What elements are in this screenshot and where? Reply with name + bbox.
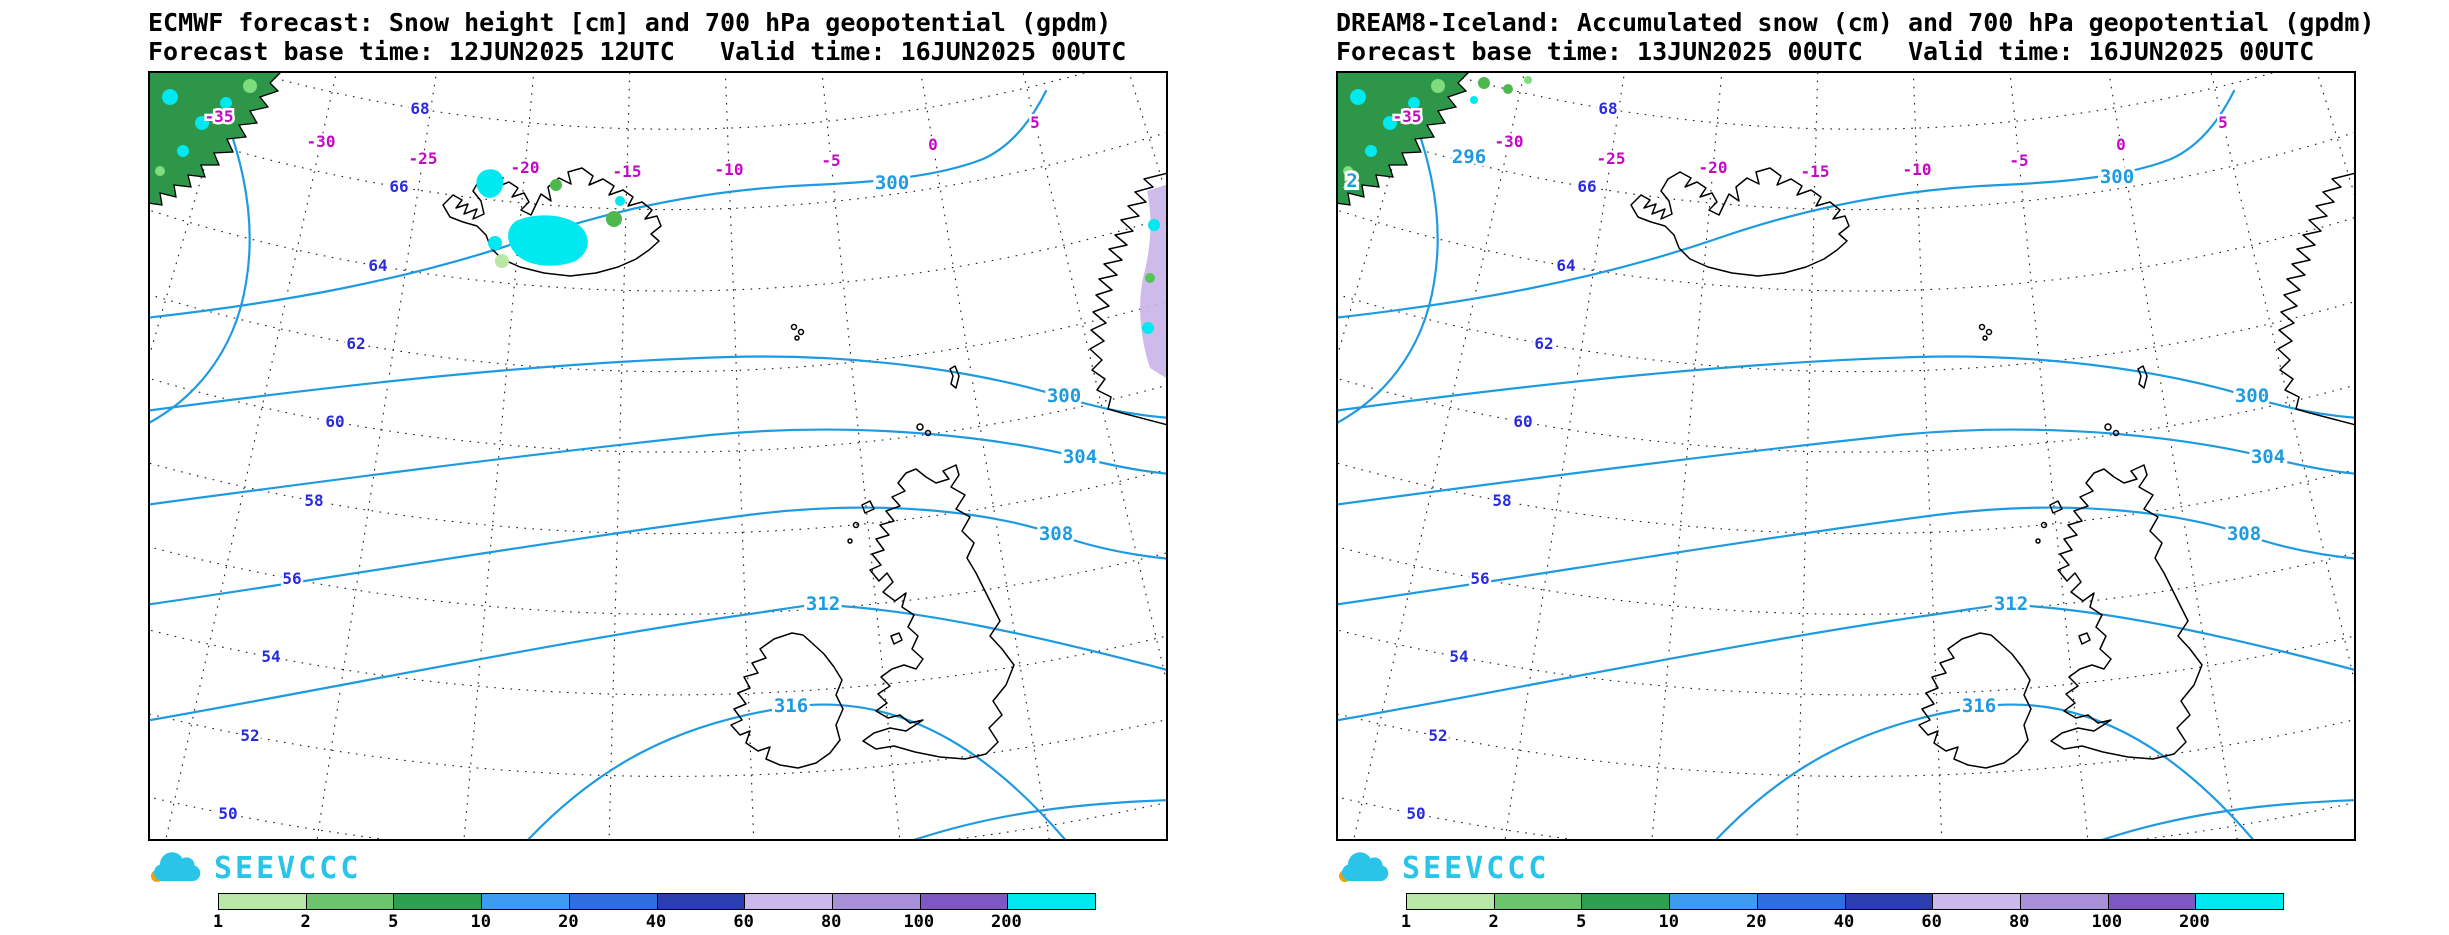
contour-label: 316 <box>1962 695 1996 717</box>
snow-patch <box>615 196 625 206</box>
contour-label: 2 <box>1346 170 1357 192</box>
snow-patch <box>550 179 562 191</box>
colorbar-segment <box>1582 894 1671 909</box>
colorbar-segment <box>306 894 395 909</box>
colorbar-tick-label: 5 <box>1576 912 1587 932</box>
snow-patch <box>495 254 509 268</box>
contour-label: 308 <box>2227 523 2261 545</box>
map-dream8: 296 2 300 300 304 308 312 316 <box>1336 71 2356 841</box>
snow-patch <box>476 169 504 198</box>
contour-label: 300 <box>1047 385 1081 407</box>
contour-labels: 296 2 300 300 304 308 312 316 <box>1343 143 2288 720</box>
colorbar-segments <box>218 893 1096 910</box>
colorbar-segment <box>219 894 307 909</box>
colorbar-segments <box>1406 893 2284 910</box>
colorbar-tick-label: 2 <box>300 912 311 932</box>
contour-label: 304 <box>2251 446 2285 468</box>
colorbar-tick-label: 20 <box>1746 912 1767 932</box>
iceland-snow-patches <box>476 169 625 268</box>
colorbar-segment <box>482 894 570 909</box>
snow-patch <box>606 211 622 227</box>
colorbar-segment <box>920 894 1009 909</box>
seevccc-logo: SEEVCCC <box>1336 849 2396 887</box>
contour-label: 296 <box>1452 146 1486 168</box>
colorbar-tick-label: 40 <box>1833 912 1855 932</box>
colorbar-tick-label: 80 <box>820 912 842 932</box>
contour-label: 312 <box>1994 593 2028 615</box>
colorbar-tick-label: 100 <box>2091 912 2123 932</box>
colorbar-tick-label: 5 <box>388 912 399 932</box>
colorbar-segment <box>1407 894 1495 909</box>
colorbar-segment <box>745 894 833 909</box>
panel-title-line1: ECMWF forecast: Snow height [cm] and 700… <box>148 8 1112 37</box>
colorbar-segment <box>2196 894 2284 909</box>
snow-patch <box>1524 76 1532 84</box>
contour-label: 300 <box>2100 166 2134 188</box>
logo-cloud-shape <box>153 852 201 881</box>
snow-patch <box>1142 322 1154 334</box>
colorbar-segment <box>2108 894 2197 909</box>
contour-label: 304 <box>1063 446 1097 468</box>
panel-ecmwf: ECMWF forecast: Snow height [cm] and 700… <box>148 8 1208 935</box>
colorbar-segment <box>832 894 921 909</box>
snow-patch <box>1478 77 1490 89</box>
logo-cloud-shape <box>1341 852 1389 881</box>
seevccc-logo: SEEVCCC <box>148 849 1208 887</box>
contour-labels: 300 300 304 308 312 316 <box>771 169 1100 720</box>
snow-colorbar: 1 2 5 10 20 40 60 80 100 200 <box>213 893 1096 935</box>
snow-patch <box>1145 273 1155 283</box>
colorbar-tick-label: 100 <box>903 912 935 932</box>
colorbar-tick-label: 2 <box>1488 912 1499 932</box>
seevccc-cloud-icon <box>151 852 201 882</box>
colorbar-tick-label: 200 <box>991 912 1022 932</box>
colorbar-tick-label: 1 <box>1400 912 1412 932</box>
snow-patch <box>1470 96 1478 104</box>
colorbar-tick-label: 60 <box>733 912 754 932</box>
colorbar-tick-label: 10 <box>1658 912 1680 932</box>
colorbar-segment <box>1008 894 1096 909</box>
colorbar-segment <box>1933 894 2021 909</box>
colorbar-segment <box>1494 894 1583 909</box>
snow-patch <box>1148 219 1160 231</box>
logo-text: SEEVCCC <box>214 850 362 886</box>
colorbar-tick-label: 20 <box>558 912 579 932</box>
colorbar-segment <box>1845 894 1934 909</box>
colorbar-segment <box>394 894 483 909</box>
panel-title-line2: Forecast base time: 13JUN2025 00UTC Vali… <box>1336 37 2315 66</box>
panel-title-line2: Forecast base time: 12JUN2025 12UTC Vali… <box>148 37 1127 66</box>
snow-colorbar: 1 2 5 10 20 40 60 80 100 200 <box>1401 893 2284 935</box>
colorbar-tick-label: 1 <box>212 912 224 932</box>
colorbar-tick-label: 200 <box>2179 912 2210 932</box>
colorbar-tick-label: 80 <box>2008 912 2030 932</box>
snow-patch <box>508 215 588 266</box>
colorbar-tick-label: 60 <box>1921 912 1942 932</box>
contour-label: 316 <box>774 695 808 717</box>
colorbar-segment <box>1757 894 1846 909</box>
snow-patch <box>488 236 502 250</box>
colorbar-segment <box>1670 894 1758 909</box>
colorbar-tick-label: 40 <box>645 912 667 932</box>
contour-label: 300 <box>2235 385 2269 407</box>
contour-label: 300 <box>875 172 909 194</box>
colorbar-tick-label: 10 <box>470 912 492 932</box>
greenland-extra-snow-patches <box>1470 76 1532 104</box>
colorbar-segment <box>2020 894 2109 909</box>
seevccc-cloud-icon <box>1339 852 1389 882</box>
contour-label: 312 <box>806 593 840 615</box>
map-ecmwf: 300 300 304 308 312 316 <box>148 71 1168 841</box>
colorbar-segment <box>569 894 658 909</box>
logo-text: SEEVCCC <box>1402 850 1550 886</box>
contour-label: 308 <box>1039 523 1073 545</box>
panel-title-line1: DREAM8-Iceland: Accumulated snow (cm) an… <box>1336 8 2375 37</box>
snow-patch <box>1503 84 1513 94</box>
colorbar-segment <box>657 894 746 909</box>
panel-dream8: DREAM8-Iceland: Accumulated snow (cm) an… <box>1336 8 2396 935</box>
norway-snow-patches <box>1140 185 1166 378</box>
